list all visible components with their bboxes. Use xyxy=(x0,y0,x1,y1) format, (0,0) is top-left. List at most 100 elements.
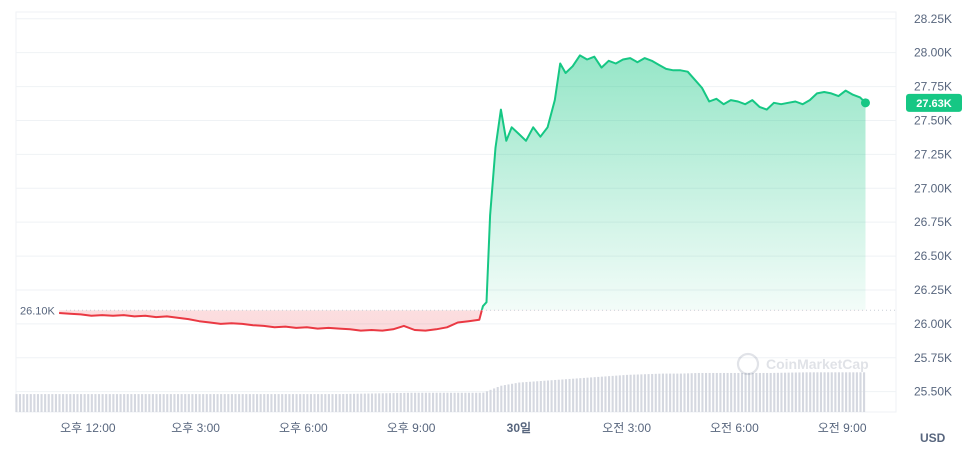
volume-bar xyxy=(478,392,481,412)
volume-bar xyxy=(737,372,740,412)
volume-bar xyxy=(51,394,54,412)
volume-bar xyxy=(238,394,241,412)
volume-bar xyxy=(234,394,237,412)
volume-bar xyxy=(852,372,855,412)
volume-bar xyxy=(751,372,754,412)
y-tick-label: 26.25K xyxy=(914,283,952,297)
volume-bar xyxy=(406,392,409,412)
volume-bar xyxy=(794,372,797,412)
volume-bar xyxy=(388,393,392,412)
volume-bar xyxy=(392,393,395,412)
volume-bar xyxy=(320,394,323,412)
y-tick-label: 27.00K xyxy=(914,181,952,195)
volume-bar xyxy=(608,376,611,412)
volume-bar xyxy=(421,392,424,412)
volume-bar xyxy=(424,392,427,412)
volume-bar xyxy=(187,394,190,412)
volume-bar xyxy=(457,392,460,412)
volume-bar xyxy=(414,392,417,412)
volume-bar xyxy=(730,372,733,412)
volume-bar xyxy=(539,380,542,412)
volume-bar xyxy=(543,380,546,412)
volume-bar xyxy=(335,394,338,412)
volume-bar xyxy=(841,372,844,412)
volume-bar xyxy=(256,394,259,412)
volume-bar xyxy=(482,392,485,412)
volume-bar xyxy=(719,372,722,412)
volume-bar xyxy=(108,394,111,412)
volume-bar xyxy=(29,394,32,412)
y-tick-label: 25.50K xyxy=(914,385,952,399)
volume-bar xyxy=(227,394,230,412)
volume-bar xyxy=(317,394,320,412)
volume-bar xyxy=(493,388,496,412)
x-tick-label: 30일 xyxy=(507,421,531,435)
volume-bar xyxy=(449,392,453,412)
volume-bar xyxy=(191,394,194,412)
volume-bar xyxy=(76,394,79,412)
volume-bar xyxy=(22,394,25,412)
volume-bar xyxy=(137,394,140,412)
volume-bar xyxy=(683,373,686,412)
volume-bar xyxy=(299,394,302,412)
price-line-down xyxy=(59,310,483,332)
volume-bar xyxy=(554,379,557,412)
volume-bar xyxy=(69,394,72,412)
price-area xyxy=(59,55,866,331)
current-price-tag xyxy=(906,93,962,112)
volume-bar xyxy=(453,392,456,412)
volume-bar xyxy=(791,372,794,412)
x-tick-label: 오전 3:00 xyxy=(602,421,651,435)
volume-bar xyxy=(327,394,330,412)
volume-bar xyxy=(306,394,309,412)
volume-bar xyxy=(130,394,133,412)
y-tick-label: 28.25K xyxy=(914,12,952,26)
volume-bar xyxy=(762,372,765,412)
volume-bar xyxy=(766,372,769,412)
volume-bar xyxy=(651,373,654,412)
volume-bar xyxy=(241,394,244,412)
volume-bar xyxy=(331,394,334,412)
volume-bar xyxy=(511,383,514,412)
volume-bar xyxy=(830,372,833,412)
volume-bar xyxy=(863,372,866,412)
current-price-dot[interactable] xyxy=(860,98,870,108)
baseline-label: 26.10K xyxy=(20,305,56,317)
volume-bar xyxy=(442,392,445,412)
volume-bar xyxy=(230,394,233,412)
volume-bar xyxy=(546,380,550,412)
volume-bar xyxy=(144,394,147,412)
volume-bar xyxy=(367,393,370,412)
volume-bar xyxy=(180,394,183,412)
volume-bar xyxy=(618,375,621,412)
volume-bar xyxy=(33,394,36,412)
volume-bar xyxy=(281,394,284,412)
volume-bar xyxy=(496,387,499,412)
watermark-logo: CoinMarketCap xyxy=(736,352,869,376)
volume-bar xyxy=(809,372,812,412)
volume-bar xyxy=(324,394,327,412)
volume-bar xyxy=(521,382,524,412)
y-tick-label: 25.75K xyxy=(914,351,952,365)
volume-bar xyxy=(439,392,442,412)
volume-bar xyxy=(338,394,341,412)
volume-bar xyxy=(500,385,503,412)
volume-bar xyxy=(205,394,208,412)
volume-bar xyxy=(133,394,136,412)
volume-bar xyxy=(784,372,787,412)
volume-bar xyxy=(40,394,43,412)
volume-bar xyxy=(212,394,216,412)
volume-bar xyxy=(489,389,492,412)
volume-bar xyxy=(169,394,172,412)
volume-bar xyxy=(148,394,151,412)
x-tick-label: 오전 9:00 xyxy=(818,421,867,435)
volume-bar xyxy=(611,375,614,412)
volume-bar xyxy=(259,394,262,412)
volume-bar xyxy=(284,394,287,412)
volume-bar xyxy=(600,376,603,412)
volume-bar xyxy=(435,392,438,412)
y-tick-label: 26.00K xyxy=(914,317,952,331)
volume-bar xyxy=(374,393,377,412)
